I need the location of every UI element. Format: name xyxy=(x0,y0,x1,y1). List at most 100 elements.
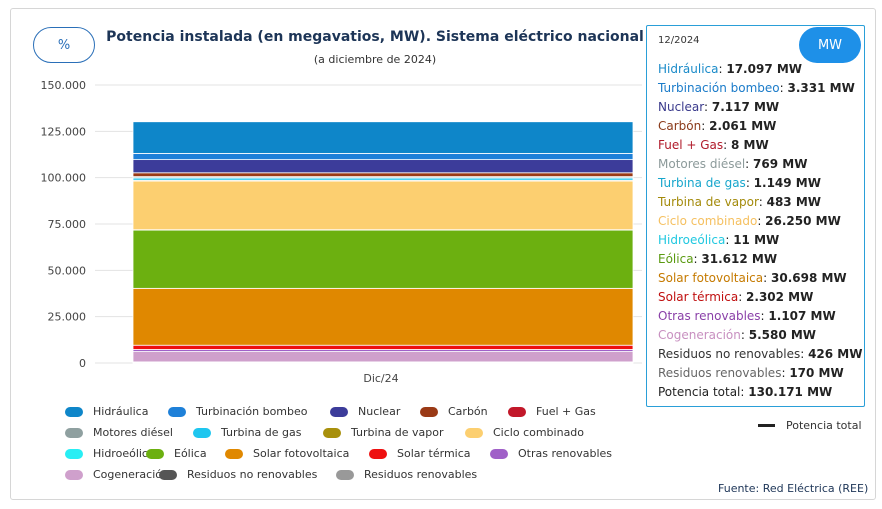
legend-item[interactable]: Solar térmica xyxy=(369,447,471,460)
bar-segment-4[interactable] xyxy=(132,344,634,350)
legend-swatch xyxy=(330,406,348,417)
tooltip-row-label: Motores diésel xyxy=(658,157,746,171)
legend-item[interactable]: Turbina de vapor xyxy=(323,426,444,439)
tooltip-row-label: Fuel + Gas xyxy=(658,138,724,152)
tooltip-row: Ciclo combinado: 26.250 MW xyxy=(658,214,841,228)
legend-swatch xyxy=(159,469,177,480)
percent-toggle-button[interactable]: % xyxy=(33,27,95,63)
legend-item[interactable]: Turbinación bombeo xyxy=(168,405,308,418)
legend-swatch xyxy=(490,448,508,459)
legend-swatch xyxy=(508,406,526,417)
tooltip-row-label: Otras renovables xyxy=(658,309,761,323)
y-tick-label: 100.000 xyxy=(41,172,87,185)
tooltip-row-label: Ciclo combinado xyxy=(658,214,758,228)
tooltip-row-label: Eólica xyxy=(658,252,694,266)
legend-label: Residuos renovables xyxy=(364,468,478,481)
bar-segment-13[interactable] xyxy=(132,172,634,178)
tooltip-row-value: 769 MW xyxy=(753,157,808,171)
bar-segment-5[interactable] xyxy=(132,287,634,346)
y-tick-label: 125.000 xyxy=(41,125,87,138)
tooltip-row: Turbina de vapor: 483 MW xyxy=(658,195,821,209)
legend-item[interactable]: Hidráulica xyxy=(65,405,148,418)
bar-segment-2[interactable] xyxy=(132,351,634,363)
data-tooltip: 12/2024 MW Hidráulica: 17.097 MW Turbinac… xyxy=(646,25,865,407)
legend-item-potencia-total[interactable]: Potencia total xyxy=(758,419,862,432)
legend-item[interactable]: Hidroeólica xyxy=(65,447,155,460)
tooltip-row-label: Nuclear xyxy=(658,100,704,114)
tooltip-row: Fuel + Gas: 8 MW xyxy=(658,138,769,152)
tooltip-row-label: Hidroeólica xyxy=(658,233,726,247)
tooltip-row: Motores diésel: 769 MW xyxy=(658,157,808,171)
y-tick-label: 150.000 xyxy=(41,79,87,92)
tooltip-date: 12/2024 xyxy=(658,35,700,46)
tooltip-row: Hidráulica: 17.097 MW xyxy=(658,62,803,76)
tooltip-row: Cogeneración: 5.580 MW xyxy=(658,328,817,342)
legend-item[interactable]: Eólica xyxy=(146,447,207,460)
tooltip-row-label: Residuos renovables xyxy=(658,366,782,380)
tooltip-row-label: Carbón xyxy=(658,119,702,133)
tooltip-row-label: Solar fotovoltaica xyxy=(658,271,764,285)
legend-item[interactable]: Cogeneración xyxy=(65,468,169,481)
tooltip-row-value: 1.149 MW xyxy=(753,176,821,190)
legend-swatch xyxy=(146,448,164,459)
legend-item[interactable]: Motores diésel xyxy=(65,426,173,439)
tooltip-row: Hidroeólica: 11 MW xyxy=(658,233,780,247)
tooltip-row-label: Turbina de vapor xyxy=(658,195,759,209)
legend-label: Otras renovables xyxy=(518,447,612,460)
tooltip-row-label: Turbinación bombeo xyxy=(658,81,780,95)
y-tick-label: 50.000 xyxy=(48,264,87,277)
legend-item[interactable]: Turbina de gas xyxy=(193,426,302,439)
legend-item[interactable]: Residuos no renovables xyxy=(159,468,317,481)
legend-label: Solar térmica xyxy=(397,447,471,460)
tooltip-row-label: Cogeneración xyxy=(658,328,741,342)
tooltip-row-value: 170 MW xyxy=(789,366,844,380)
legend-item[interactable]: Residuos renovables xyxy=(336,468,477,481)
tooltip-row: Turbinación bombeo: 3.331 MW xyxy=(658,81,855,95)
tooltip-row-value: 31.612 MW xyxy=(701,252,778,266)
legend-item[interactable]: Ciclo combinado xyxy=(465,426,584,439)
tooltip-row-label: Potencia total xyxy=(658,385,741,399)
legend-swatch xyxy=(168,406,186,417)
legend-swatch xyxy=(193,427,211,438)
legend-item[interactable]: Otras renovables xyxy=(490,447,612,460)
source-note: Fuente: Red Eléctrica (REE) xyxy=(718,482,869,495)
legend-swatch xyxy=(336,469,354,480)
tooltip-row: Solar fotovoltaica: 30.698 MW xyxy=(658,271,847,285)
tooltip-row-label: Solar térmica xyxy=(658,290,739,304)
tooltip-row-value: 5.580 MW xyxy=(748,328,817,342)
legend-label: Turbinación bombeo xyxy=(196,405,308,418)
bar-segment-6[interactable] xyxy=(132,229,634,289)
bar-segment-8[interactable] xyxy=(132,180,634,231)
legend-label: Hidroeólica xyxy=(93,447,155,460)
legend-label: Potencia total xyxy=(786,419,862,432)
y-tick-label: 75.000 xyxy=(48,218,87,231)
legend-label: Fuel + Gas xyxy=(536,405,596,418)
tooltip-row-value: 3.331 MW xyxy=(787,81,855,95)
tooltip-row-value: 1.107 MW xyxy=(768,309,836,323)
bar-segment-15[interactable] xyxy=(132,153,634,161)
tooltip-row-value: 11 MW xyxy=(733,233,780,247)
x-tick-label: Dic/24 xyxy=(363,372,398,385)
legend-label: Nuclear xyxy=(358,405,401,418)
mw-toggle-button[interactable]: MW xyxy=(799,27,861,63)
legend-swatch xyxy=(323,427,341,438)
legend-item[interactable]: Solar fotovoltaica xyxy=(225,447,349,460)
chart-title: Potencia instalada (en megavatios, MW). … xyxy=(106,29,644,45)
bar-segment-16[interactable] xyxy=(132,121,634,154)
tooltip-row-value: 426 MW xyxy=(808,347,863,361)
legend-item[interactable]: Nuclear xyxy=(330,405,400,418)
tooltip-row-value: 2.302 MW xyxy=(746,290,814,304)
tooltip-row-label: Residuos no renovables xyxy=(658,347,801,361)
legend-label: Ciclo combinado xyxy=(493,426,585,439)
legend-item[interactable]: Carbón xyxy=(420,405,488,418)
tooltip-row-value: 26.250 MW xyxy=(765,214,841,228)
legend-label: Residuos no renovables xyxy=(187,468,318,481)
legend-item[interactable]: Fuel + Gas xyxy=(508,405,596,418)
y-tick-label: 25.000 xyxy=(48,311,87,324)
chart-subtitle: (a diciembre de 2024) xyxy=(313,53,437,66)
tooltip-row: Turbina de gas: 1.149 MW xyxy=(658,176,821,190)
tooltip-row-value: 7.117 MW xyxy=(711,100,780,114)
bar-segment-14[interactable] xyxy=(132,159,634,174)
legend-swatch xyxy=(65,427,83,438)
